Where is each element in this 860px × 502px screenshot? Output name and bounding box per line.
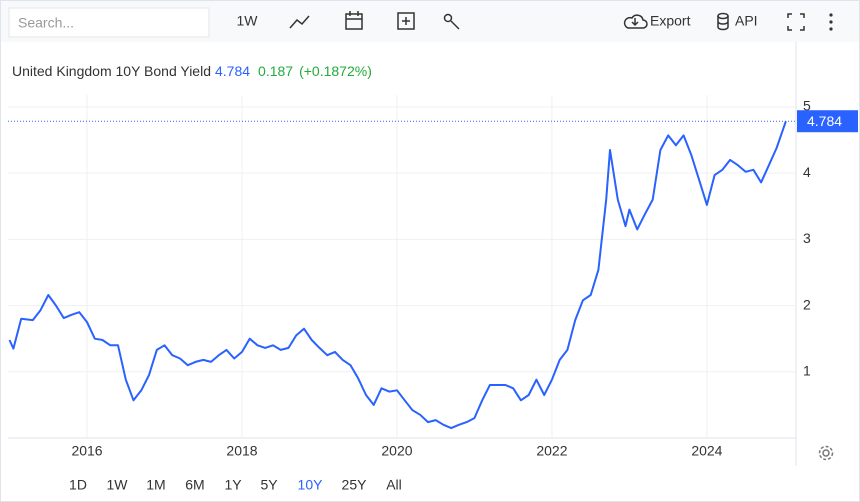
calendar-icon[interactable]: [345, 11, 363, 30]
export-icon[interactable]: [623, 14, 648, 29]
legend-change-percent: (+0.1872%): [299, 63, 372, 79]
compare-icon[interactable]: [397, 12, 415, 30]
gear-icon[interactable]: [818, 445, 834, 461]
x-tick-label: 2022: [536, 443, 567, 459]
range-button[interactable]: 6M: [185, 477, 204, 493]
api-button[interactable]: API: [735, 13, 758, 29]
chart-type-icon[interactable]: [289, 15, 310, 29]
y-tick-label: 4: [803, 164, 811, 180]
export-button[interactable]: Export: [650, 13, 691, 29]
range-button[interactable]: 1M: [146, 477, 165, 493]
range-button[interactable]: 10Y: [298, 477, 324, 493]
last-value-label: 4.784: [807, 113, 842, 129]
last-value-tag: [797, 110, 858, 133]
x-tick-label: 2016: [71, 443, 102, 459]
range-button[interactable]: 1W: [107, 477, 129, 493]
search-placeholder: Search...: [18, 15, 74, 31]
x-tick-label: 2024: [691, 443, 722, 459]
y-tick-label: 1: [803, 362, 811, 378]
legend-change: 0.187: [258, 63, 293, 79]
menu-icon[interactable]: [829, 13, 833, 31]
interval-button[interactable]: 1W: [237, 13, 259, 29]
y-tick-label: 5: [803, 98, 811, 114]
range-button[interactable]: All: [386, 477, 402, 493]
search-box[interactable]: [8, 7, 210, 38]
fullscreen-icon[interactable]: [787, 13, 805, 31]
api-icon[interactable]: [717, 12, 729, 31]
x-tick-label: 2018: [226, 443, 257, 459]
range-button[interactable]: 1Y: [224, 477, 242, 493]
legend: United Kingdom 10Y Bond Yield 4.784 0.187 (…: [12, 63, 372, 79]
settings-wrench-icon[interactable]: [443, 13, 460, 30]
legend-last-value: 4.784: [215, 63, 250, 79]
range-button[interactable]: 1D: [69, 477, 87, 493]
y-tick-label: 3: [803, 230, 811, 246]
range-button[interactable]: 25Y: [342, 477, 368, 493]
x-tick-label: 2020: [381, 443, 412, 459]
range-button[interactable]: 5Y: [260, 477, 278, 493]
y-tick-label: 2: [803, 296, 811, 312]
legend-name: United Kingdom 10Y Bond Yield: [12, 63, 211, 79]
line-series: [8, 120, 787, 430]
